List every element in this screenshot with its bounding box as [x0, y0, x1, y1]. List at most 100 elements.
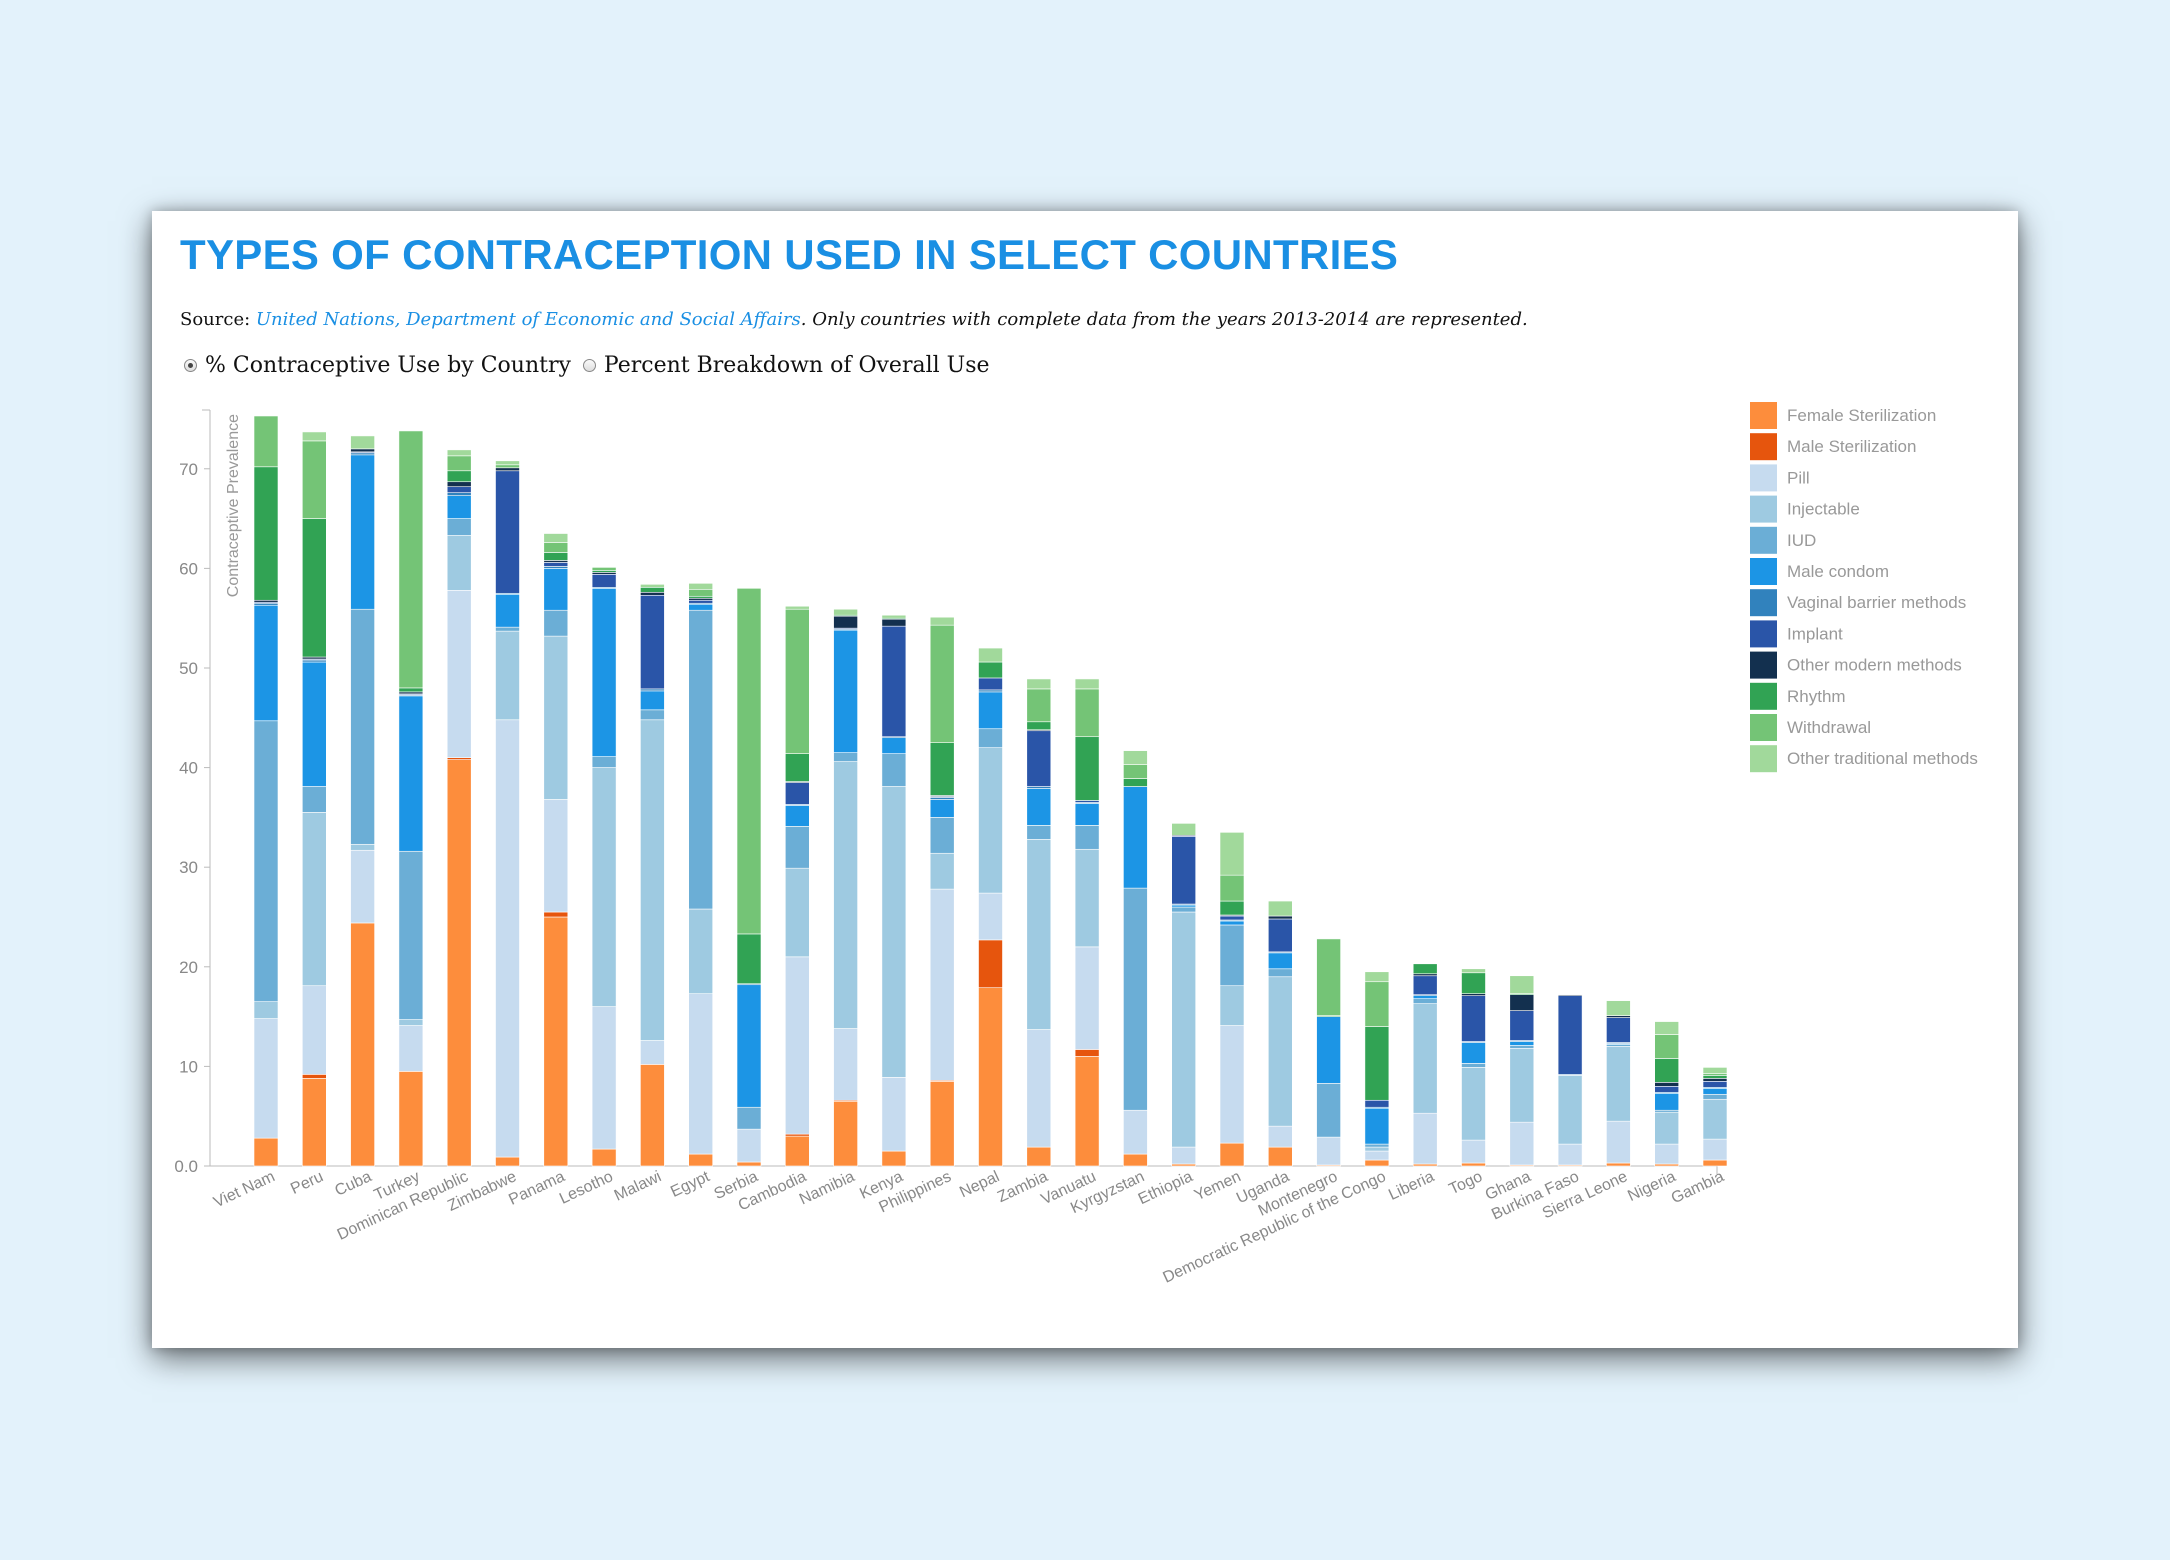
bar-segment[interactable]	[1509, 1048, 1535, 1123]
bar-segment[interactable]	[446, 481, 472, 488]
bar-segment[interactable]	[398, 1019, 424, 1026]
bar-segment[interactable]	[302, 1078, 327, 1167]
bar-segment[interactable]	[1171, 911, 1197, 1148]
bar-segment[interactable]	[1702, 1081, 1728, 1088]
bar-segment[interactable]	[1509, 994, 1535, 1011]
bar-segment[interactable]	[1461, 1063, 1486, 1068]
bar-segment[interactable]	[881, 1077, 907, 1152]
bar-segment[interactable]	[1654, 1143, 1679, 1165]
bar-segment[interactable]	[398, 850, 424, 1020]
bar-segment[interactable]	[1123, 764, 1148, 779]
bar-segment[interactable]	[543, 533, 569, 543]
bar-segment[interactable]	[929, 624, 955, 743]
bar-segment[interactable]	[1557, 1075, 1583, 1145]
bar-segment[interactable]	[784, 805, 810, 827]
bar-segment[interactable]	[1074, 825, 1100, 850]
bar-segment[interactable]	[350, 843, 375, 851]
bar-segment[interactable]	[1509, 1045, 1535, 1049]
bar-segment[interactable]	[1364, 1146, 1390, 1152]
bar-segment[interactable]	[1654, 1021, 1679, 1035]
bar-segment[interactable]	[1171, 1146, 1197, 1165]
bar-segment[interactable]	[1026, 788, 1052, 826]
bar-segment[interactable]	[591, 567, 617, 571]
bar-segment[interactable]	[1412, 963, 1438, 975]
bar-segment[interactable]	[881, 618, 907, 627]
bar-segment[interactable]	[978, 647, 1003, 663]
bar-segment[interactable]	[591, 574, 617, 588]
bar-segment[interactable]	[495, 464, 520, 469]
bar-segment[interactable]	[1412, 975, 1438, 995]
bar-segment[interactable]	[833, 752, 858, 762]
bar-segment[interactable]	[784, 782, 810, 805]
bar-segment[interactable]	[1364, 1099, 1390, 1108]
bar-segment[interactable]	[591, 756, 617, 768]
bar-segment[interactable]	[1509, 1121, 1535, 1166]
bar-segment[interactable]	[833, 761, 858, 1029]
bar-segment[interactable]	[640, 591, 665, 596]
bar-segment[interactable]	[784, 867, 810, 958]
bar-segment[interactable]	[688, 1153, 714, 1167]
bar-segment[interactable]	[350, 454, 375, 610]
bar-segment[interactable]	[1074, 848, 1100, 948]
bar-segment[interactable]	[1219, 924, 1245, 987]
bar-segment[interactable]	[446, 759, 472, 1167]
bar-segment[interactable]	[543, 609, 569, 637]
bar-segment[interactable]	[1171, 836, 1197, 905]
bar-segment[interactable]	[736, 1106, 762, 1130]
bar-segment[interactable]	[640, 690, 665, 711]
bar-segment[interactable]	[1219, 920, 1245, 926]
bar-segment[interactable]	[1509, 1041, 1535, 1046]
bar-segment[interactable]	[1316, 1016, 1341, 1084]
bar-segment[interactable]	[302, 431, 327, 442]
bar-segment[interactable]	[1074, 1049, 1100, 1057]
radio-country-use[interactable]	[184, 359, 197, 372]
bar-segment[interactable]	[1268, 976, 1293, 1127]
bar-segment[interactable]	[543, 799, 569, 913]
bar-segment[interactable]	[1702, 1078, 1728, 1082]
bar-segment[interactable]	[350, 922, 375, 1167]
bar-segment[interactable]	[1654, 1058, 1679, 1083]
bar-segment[interactable]	[253, 1001, 279, 1019]
bar-segment[interactable]	[1509, 975, 1535, 994]
bar-segment[interactable]	[398, 695, 424, 852]
bar-segment[interactable]	[640, 719, 665, 1041]
bar-segment[interactable]	[398, 1071, 424, 1167]
bar-segment[interactable]	[1461, 1042, 1486, 1064]
bar-segment[interactable]	[446, 535, 472, 591]
bar-segment[interactable]	[784, 1135, 810, 1167]
bar-segment[interactable]	[688, 603, 714, 611]
bar-segment[interactable]	[591, 767, 617, 1007]
bar-segment[interactable]	[1702, 1093, 1728, 1100]
bar-segment[interactable]	[495, 719, 520, 1158]
bar-segment[interactable]	[881, 753, 907, 787]
bar-segment[interactable]	[1412, 995, 1438, 999]
bar-segment[interactable]	[978, 892, 1003, 941]
bar-segment[interactable]	[253, 720, 279, 1002]
bar-segment[interactable]	[833, 608, 858, 616]
bar-segment[interactable]	[1026, 1146, 1052, 1167]
bar-segment[interactable]	[640, 587, 665, 593]
bar-segment[interactable]	[1171, 823, 1197, 836]
bar-segment[interactable]	[1026, 839, 1052, 1030]
bar-segment[interactable]	[302, 786, 327, 813]
bar-segment[interactable]	[929, 817, 955, 854]
bar-segment[interactable]	[978, 747, 1003, 894]
bar-segment[interactable]	[1026, 730, 1052, 787]
bar-segment[interactable]	[1123, 1109, 1148, 1155]
bar-segment[interactable]	[446, 492, 472, 496]
bar-segment[interactable]	[736, 984, 762, 1108]
bar-segment[interactable]	[591, 1006, 617, 1150]
bar-segment[interactable]	[1219, 1025, 1245, 1144]
bar-segment[interactable]	[1364, 1026, 1390, 1101]
bar-segment[interactable]	[350, 608, 375, 845]
bar-segment[interactable]	[1219, 915, 1245, 921]
bar-segment[interactable]	[1316, 938, 1341, 1016]
bar-segment[interactable]	[1654, 1092, 1679, 1111]
bar-segment[interactable]	[784, 605, 810, 610]
bar-segment[interactable]	[1268, 1125, 1293, 1148]
bar-segment[interactable]	[640, 584, 665, 588]
bar-segment[interactable]	[1654, 1111, 1679, 1145]
bar-segment[interactable]	[1268, 968, 1293, 978]
bar-segment[interactable]	[1074, 803, 1100, 826]
bar-segment[interactable]	[446, 449, 472, 457]
